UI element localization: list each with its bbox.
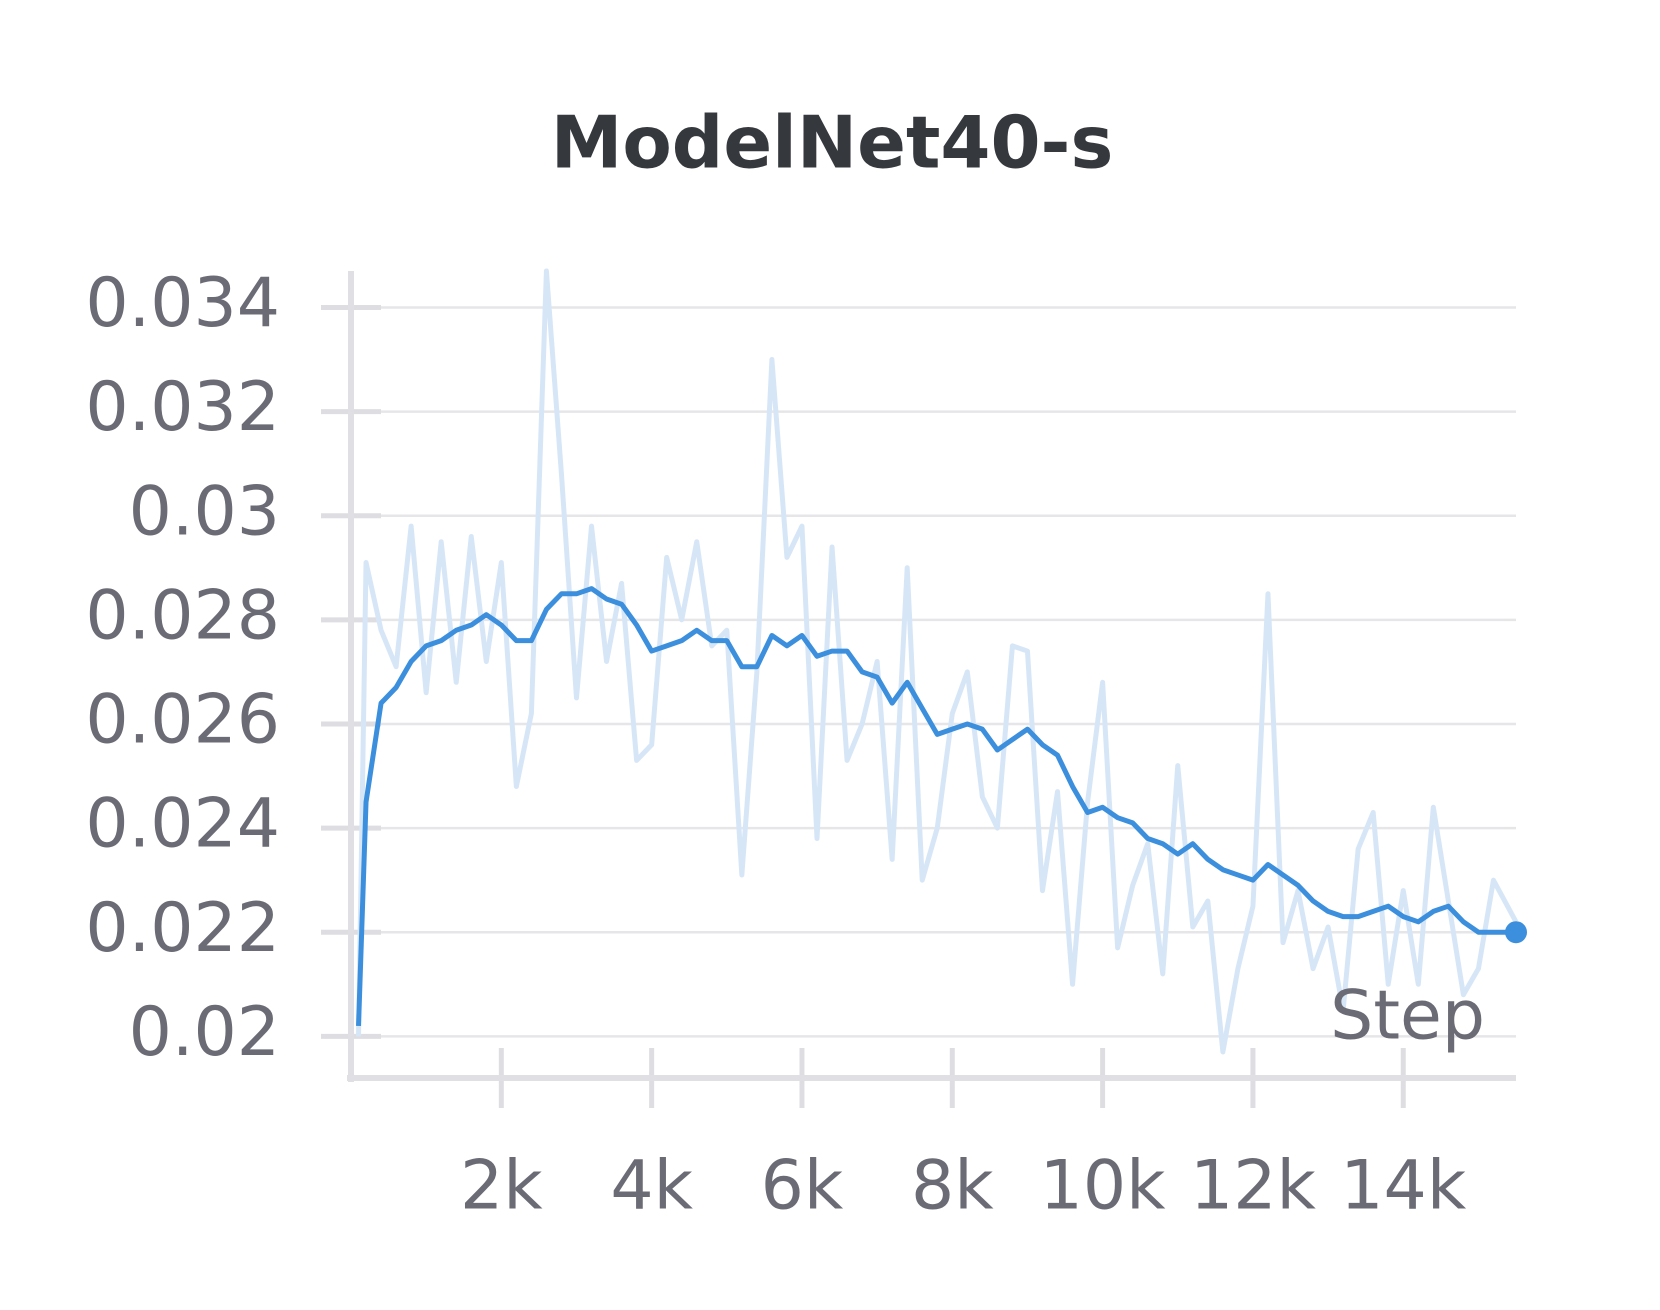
series-line — [356, 268, 1519, 1055]
y-tick-label: 0.026 — [85, 681, 280, 760]
end-point — [1505, 921, 1527, 944]
series-line — [356, 586, 1516, 1027]
x-tick-label: 12k — [1190, 1147, 1317, 1226]
y-tick-label: 0.022 — [85, 889, 280, 968]
y-tick-label: 0.028 — [85, 576, 280, 655]
y-tick-label: 0.03 — [129, 472, 280, 551]
y-tick-label: 0.032 — [85, 368, 280, 447]
y-tick-label: 0.02 — [129, 993, 280, 1072]
x-tick-label: 2k — [460, 1147, 543, 1226]
x-axis-label: Step — [1330, 977, 1485, 1056]
x-tick-label: 6k — [761, 1147, 844, 1226]
y-tick-label: 0.034 — [85, 264, 280, 343]
x-tick-label: 14k — [1340, 1147, 1467, 1226]
x-tick-label: 4k — [610, 1147, 693, 1226]
chart-title: ModelNet40-s — [551, 101, 1114, 185]
x-tick-label: 8k — [911, 1147, 994, 1226]
y-tick-label: 0.024 — [85, 785, 280, 864]
x-tick-label: 10k — [1040, 1147, 1167, 1226]
